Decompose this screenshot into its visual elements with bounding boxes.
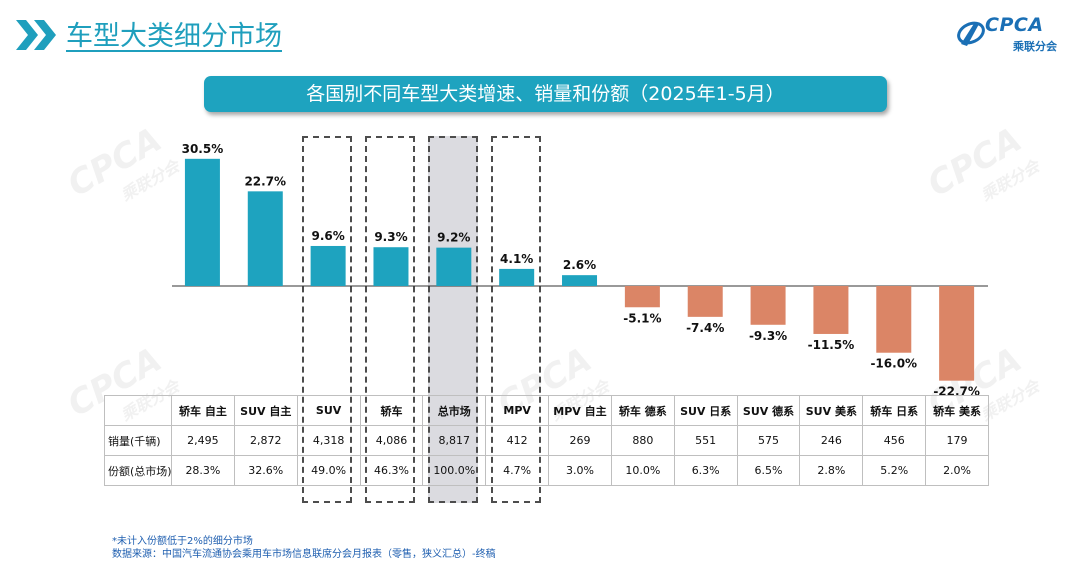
bar — [373, 247, 409, 286]
table-row: 份额(总市场) 28.3% 32.6% 49.0% 46.3% 100.0% 4.7% 3.0… — [104, 455, 989, 486]
data-label: 30.5% — [182, 142, 224, 156]
row-label: 份额(总市场) — [104, 455, 172, 486]
logo-text: CPCA — [985, 14, 1044, 36]
table-cell: 2,495 — [171, 425, 235, 456]
table-cell: 575 — [736, 425, 801, 456]
bar — [750, 286, 786, 325]
table-row: 销量(千辆) 2,495 2,872 4,318 4,086 8,817 412 269 880… — [104, 425, 989, 456]
table-cell: 46.3% — [359, 455, 424, 486]
data-label: -22.7% — [933, 385, 980, 395]
highlight-box — [364, 136, 415, 503]
category-label: 总市场 — [422, 395, 487, 426]
table-cell: 179 — [925, 425, 989, 456]
table-cell: 4,086 — [359, 425, 424, 456]
table-cell: 2.0% — [925, 455, 989, 486]
logo-subtext: 乘联分会 — [1013, 40, 1057, 53]
category-label: MPV 自主 — [548, 395, 612, 426]
category-label: SUV — [296, 395, 361, 426]
bar — [184, 158, 220, 286]
table-cell: 246 — [799, 425, 864, 456]
category-label: 轿车 — [359, 395, 424, 426]
data-label: -9.3% — [749, 329, 787, 343]
category-label: SUV 美系 — [799, 395, 864, 426]
bar — [939, 286, 975, 381]
data-label: -11.5% — [808, 338, 855, 352]
table-cell: 6.3% — [673, 455, 738, 486]
table-cell: 28.3% — [171, 455, 235, 486]
highlight-box — [302, 136, 353, 503]
chevron-right-icon — [16, 20, 56, 50]
data-label: 4.1% — [500, 252, 533, 266]
highlight-box — [490, 136, 541, 503]
data-label: 22.7% — [244, 174, 286, 188]
category-label: MPV — [485, 395, 550, 426]
table-cell: 412 — [485, 425, 550, 456]
category-label: 轿车 德系 — [610, 395, 675, 426]
table-cell: 6.5% — [736, 455, 801, 486]
data-source: 数据来源：中国汽车流通协会乘用车市场信息联席分会月报表（零售，狭义汇总）-终稿 — [112, 549, 496, 560]
data-label: 2.6% — [563, 258, 596, 272]
table-cell: 551 — [673, 425, 738, 456]
data-label: 9.2% — [437, 231, 470, 245]
table-cell: 49.0% — [296, 455, 361, 486]
table-cell: 8,817 — [422, 425, 487, 456]
bar — [624, 286, 660, 308]
category-label: SUV 自主 — [233, 395, 298, 426]
data-label: -5.1% — [623, 311, 661, 325]
bar — [499, 268, 535, 286]
table-cell: 2.8% — [799, 455, 864, 486]
table-cell: 456 — [862, 425, 927, 456]
table-cell: 2,872 — [233, 425, 298, 456]
category-label: 轿车 自主 — [171, 395, 235, 426]
table-cell: 4,318 — [296, 425, 361, 456]
cpca-logo: CPCA 乘联分会 — [955, 14, 1075, 56]
table-header-row: 轿车 自主 SUV 自主 SUV 轿车 总市场 MPV MPV 自主 轿车 德系 SUV 日系 S… — [104, 395, 989, 426]
bar — [310, 245, 346, 286]
growth-bar-chart: 30.5% 22.7% 9.6% 9.3% 9.2% 4.1% 2.6% -5.1% -7.4%… — [172, 142, 988, 395]
chart-title-banner: 各国别不同车型大类增速、销量和份额（2025年1-5月） — [204, 76, 887, 112]
bar — [876, 286, 912, 353]
bar — [247, 191, 283, 286]
chart-title: 各国别不同车型大类增速、销量和份额（2025年1-5月） — [306, 83, 785, 105]
page-title: 车型大类细分市场 — [66, 21, 282, 52]
logo-mark-icon — [957, 21, 985, 46]
table-cell: 880 — [610, 425, 675, 456]
table-cell: 4.7% — [485, 455, 550, 486]
bar — [813, 286, 849, 334]
data-label: 9.6% — [311, 229, 344, 243]
data-label: 9.3% — [374, 230, 407, 244]
table-cell: 269 — [548, 425, 612, 456]
category-label: 轿车 日系 — [862, 395, 927, 426]
table-cell: 100.0% — [422, 455, 487, 486]
table-cell: 3.0% — [548, 455, 612, 486]
table-cell: 32.6% — [233, 455, 298, 486]
category-label: 轿车 美系 — [925, 395, 989, 426]
data-label: -7.4% — [686, 321, 724, 335]
footnote: *未计入份额低于2%的细分市场 — [112, 536, 253, 547]
table-corner-cell — [104, 395, 172, 426]
table-cell: 5.2% — [862, 455, 927, 486]
bar — [562, 275, 598, 286]
row-label: 销量(千辆) — [104, 425, 172, 456]
category-label: SUV 德系 — [736, 395, 801, 426]
category-label: SUV 日系 — [673, 395, 738, 426]
bar — [687, 286, 723, 317]
data-table: 轿车 自主 SUV 自主 SUV 轿车 总市场 MPV MPV 自主 轿车 德系 SUV 日系 S… — [104, 395, 989, 486]
table-cell: 10.0% — [610, 455, 675, 486]
bar — [436, 247, 472, 286]
data-label: -16.0% — [870, 357, 917, 371]
